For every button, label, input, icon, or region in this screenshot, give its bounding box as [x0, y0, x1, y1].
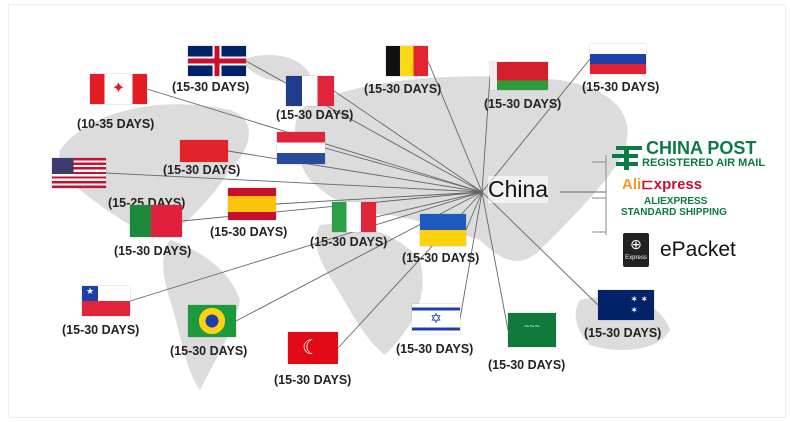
frame	[8, 4, 786, 418]
china-post-logo-icon	[612, 146, 642, 170]
delivery-time-spain: (15-30 DAYS)	[210, 225, 288, 239]
aliexpress-line1: ALIEXPRESS	[644, 196, 708, 207]
epacket-title: ePacket	[660, 238, 736, 261]
flag-brazil	[188, 305, 236, 337]
delivery-time-turkey: (15-30 DAYS)	[274, 373, 352, 387]
flag-turkey: ☾	[288, 332, 338, 364]
route-line-brazil	[235, 191, 483, 322]
delivery-time-saudi-arabia: (15-30 DAYS)	[488, 358, 566, 372]
flag-france	[286, 76, 334, 106]
route-line-poland	[227, 150, 483, 193]
route-line-usa	[105, 172, 483, 193]
flag-israel: ✡	[412, 304, 460, 334]
flag-saudi-arabia: ~~~	[508, 313, 556, 347]
aliexpress-logo: Ali⊏xpress	[622, 175, 702, 193]
flag-ukraine	[420, 214, 466, 246]
delivery-time-brazil: (15-30 DAYS)	[170, 344, 248, 358]
route-line-chile	[129, 191, 483, 302]
delivery-time-portugal: (15-30 DAYS)	[114, 244, 192, 258]
route-line-uk	[245, 60, 483, 193]
delivery-time-belarus: (15-30 DAYS)	[484, 97, 562, 111]
flag-netherlands	[277, 132, 325, 164]
flag-belarus	[490, 62, 548, 90]
delivery-time-australia: (15-30 DAYS)	[584, 326, 662, 340]
route-line-israel	[459, 191, 483, 320]
flag-canada: ✦	[90, 74, 147, 104]
delivery-time-france: (15-30 DAYS)	[276, 108, 354, 122]
hub-label: China	[488, 176, 549, 203]
route-line-belarus	[481, 75, 491, 193]
route-line-ukraine	[465, 191, 483, 231]
delivery-time-belgium: (15-30 DAYS)	[364, 82, 442, 96]
flag-poland	[180, 140, 228, 162]
delivery-time-russia: (15-30 DAYS)	[582, 80, 660, 94]
flag-belgium	[386, 46, 428, 76]
flag-italy	[332, 202, 376, 232]
delivery-time-canada: (10-35 DAYS)	[77, 117, 155, 131]
delivery-time-uk: (15-30 DAYS)	[172, 80, 250, 94]
flag-chile: ★	[82, 286, 130, 316]
route-line-belgium	[427, 60, 483, 193]
route-line-spain	[275, 191, 483, 205]
route-line-russia	[481, 58, 591, 193]
route-line-italy	[375, 191, 483, 218]
delivery-time-italy: (15-30 DAYS)	[310, 235, 388, 249]
carrier-bracket	[592, 155, 607, 235]
aliexpress-logo-b: xpress	[653, 176, 703, 193]
flag-portugal	[130, 205, 182, 237]
delivery-time-israel: (15-30 DAYS)	[396, 342, 474, 356]
route-line-australia	[481, 191, 599, 306]
route-line-france	[333, 90, 483, 193]
flag-uk	[188, 46, 246, 76]
cart-icon: ⊏	[641, 176, 654, 193]
delivery-time-chile: (15-30 DAYS)	[62, 323, 140, 337]
route-line-saudi-arabia	[481, 191, 509, 331]
aliexpress-line2: STANDARD SHIPPING	[621, 207, 727, 218]
epacket-logo-icon: ⊕ Express	[623, 233, 649, 267]
route-line-netherlands	[324, 147, 483, 193]
epacket-logo-text: Express	[625, 255, 647, 261]
flag-spain	[228, 188, 276, 220]
china-post-title: CHINA POST	[646, 138, 757, 158]
delivery-time-ukraine: (15-30 DAYS)	[402, 251, 480, 265]
aliexpress-logo-a: Ali	[622, 176, 642, 193]
flag-usa	[52, 158, 106, 188]
china-post-subtitle: REGISTERED AIR MAIL	[642, 157, 766, 169]
delivery-time-poland: (15-30 DAYS)	[163, 163, 241, 177]
flag-australia: ✶ ✶ ✶	[598, 290, 654, 320]
flag-russia	[590, 44, 646, 74]
